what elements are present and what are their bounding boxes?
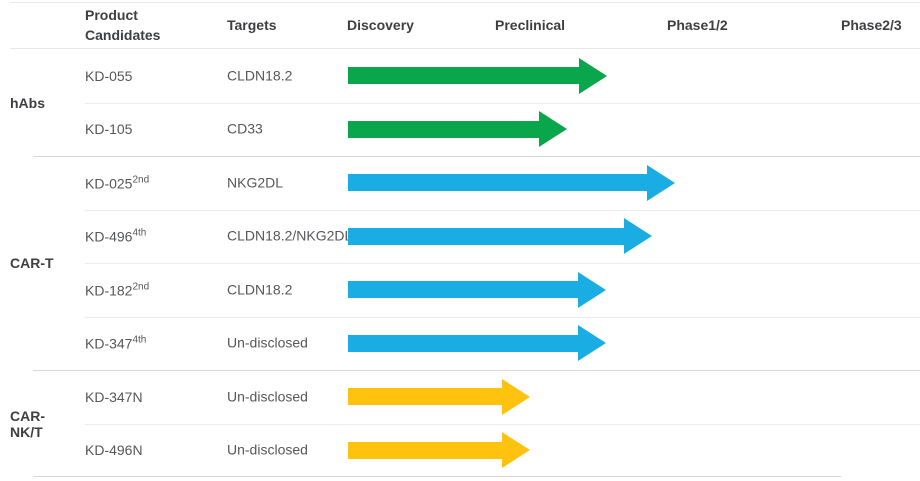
arrow-body bbox=[348, 388, 506, 406]
arrow-body bbox=[348, 174, 651, 192]
arrow-head-icon bbox=[624, 218, 652, 255]
arrow-body bbox=[348, 441, 506, 459]
pipeline-row: KD-496N Un-disclosed bbox=[0, 423, 920, 478]
target-label: CLDN18.2 bbox=[227, 281, 293, 298]
target-label: CLDN18.2/NKG2DL bbox=[227, 227, 353, 244]
arrow-head-icon bbox=[647, 164, 675, 201]
candidate-generation-sup: 2nd bbox=[132, 174, 150, 186]
candidate-label: KD-055 bbox=[85, 67, 133, 84]
pipeline-row: KD-4964th CLDN18.2/NKG2DL bbox=[0, 209, 920, 264]
target-label: CLDN18.2 bbox=[227, 67, 293, 84]
arrow-head-icon bbox=[502, 378, 530, 415]
arrow-head-icon bbox=[579, 57, 607, 94]
pipeline-row: KD-1822nd CLDN18.2 bbox=[0, 263, 920, 317]
target-label: Un-disclosed bbox=[227, 441, 308, 458]
header-targets: Targets bbox=[227, 16, 277, 33]
header-discovery: Discovery bbox=[347, 16, 414, 33]
candidate-label: KD-1822nd bbox=[85, 281, 150, 299]
header-row: Product Candidates Targets Discovery Pre… bbox=[0, 0, 920, 49]
arrow-body bbox=[348, 67, 583, 85]
candidate-label: KD-3474th bbox=[85, 334, 147, 352]
row-divider-line bbox=[85, 209, 920, 211]
row-divider-line bbox=[85, 102, 920, 104]
arrow-body bbox=[348, 227, 628, 245]
top-border-line bbox=[10, 2, 920, 3]
arrow-body bbox=[348, 334, 582, 352]
header-preclinical: Preclinical bbox=[495, 16, 566, 33]
pipeline-row: KD-055 CLDN18.2 bbox=[0, 49, 920, 103]
pipeline-row: KD-105 CD33 bbox=[0, 102, 920, 157]
pipeline-group: CAR-NK/T KD-347N Un-disclosed KD-496N Un-dis… bbox=[0, 370, 920, 477]
phase-progress-arrow bbox=[348, 111, 567, 148]
group-divider-line bbox=[33, 370, 920, 371]
candidate-label: KD-0252nd bbox=[85, 174, 150, 192]
group-label: CAR-NK/T bbox=[10, 407, 45, 440]
phase-progress-arrow bbox=[348, 325, 606, 362]
pipeline-group: CAR-T KD-0252nd NKG2DL KD-4964th CLDN18.2/NK… bbox=[0, 156, 920, 370]
row-divider-line bbox=[85, 316, 920, 318]
header-product-candidates: Product Candidates bbox=[85, 6, 161, 43]
group-divider-line bbox=[33, 156, 920, 157]
row-divider-line bbox=[85, 423, 920, 425]
header-phase2-3: Phase2/3 bbox=[841, 16, 902, 33]
arrow-head-icon bbox=[539, 111, 567, 148]
phase-progress-arrow bbox=[348, 164, 675, 201]
phase-progress-arrow bbox=[348, 57, 607, 94]
phase-progress-arrow bbox=[348, 218, 652, 255]
arrow-body bbox=[348, 120, 543, 138]
arrow-body bbox=[348, 281, 582, 299]
arrow-head-icon bbox=[578, 271, 606, 308]
phase-progress-arrow bbox=[348, 432, 530, 469]
candidate-generation-sup: 4th bbox=[132, 227, 147, 239]
group-label: hAbs bbox=[10, 94, 45, 111]
pipeline-row: KD-347N Un-disclosed bbox=[0, 370, 920, 424]
arrow-head-icon bbox=[578, 325, 606, 362]
pipeline-row: KD-3474th Un-disclosed bbox=[0, 316, 920, 371]
header-phase1-2: Phase1/2 bbox=[667, 16, 728, 33]
pipeline-body: hAbs KD-055 CLDN18.2 KD-105 CD33 CAR-T KD-0252… bbox=[0, 49, 920, 477]
phase-progress-arrow bbox=[348, 378, 530, 415]
pipeline-group: hAbs KD-055 CLDN18.2 KD-105 CD33 bbox=[0, 49, 920, 156]
target-label: NKG2DL bbox=[227, 174, 284, 191]
bottom-border-line bbox=[33, 476, 841, 477]
header-divider-line bbox=[10, 48, 920, 49]
candidate-generation-sup: 2nd bbox=[132, 281, 150, 293]
group-label: CAR-T bbox=[10, 255, 54, 271]
pipeline-row: KD-0252nd NKG2DL bbox=[0, 156, 920, 210]
row-divider-line bbox=[85, 263, 920, 264]
candidate-label: KD-4964th bbox=[85, 227, 147, 245]
target-label: Un-disclosed bbox=[227, 334, 308, 351]
candidate-label: KD-347N bbox=[85, 388, 143, 405]
candidate-generation-sup: 4th bbox=[132, 334, 147, 346]
candidate-label: KD-105 bbox=[85, 121, 133, 138]
target-label: Un-disclosed bbox=[227, 388, 308, 405]
phase-progress-arrow bbox=[348, 271, 606, 308]
candidate-label: KD-496N bbox=[85, 442, 143, 459]
target-label: CD33 bbox=[227, 120, 263, 137]
arrow-head-icon bbox=[502, 432, 530, 469]
